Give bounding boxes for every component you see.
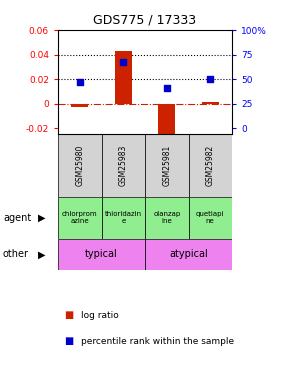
Bar <box>115 51 132 104</box>
Text: thioridazin
e: thioridazin e <box>105 211 142 224</box>
Point <box>121 59 126 65</box>
Text: other: other <box>3 249 29 259</box>
Text: ▶: ▶ <box>38 249 46 259</box>
Text: GSM25983: GSM25983 <box>119 145 128 186</box>
Text: ■: ■ <box>64 336 73 346</box>
Bar <box>202 102 219 104</box>
Text: quetiapi
ne: quetiapi ne <box>196 211 224 224</box>
Text: GSM25981: GSM25981 <box>162 145 171 186</box>
Bar <box>158 104 175 134</box>
Text: GSM25982: GSM25982 <box>206 145 215 186</box>
Text: typical: typical <box>85 249 118 259</box>
Bar <box>58 239 145 270</box>
Bar <box>145 197 188 239</box>
Point <box>208 76 213 82</box>
Text: olanzap
ine: olanzap ine <box>153 211 180 224</box>
Text: ▶: ▶ <box>38 213 46 223</box>
Bar <box>71 104 88 107</box>
Bar <box>58 134 102 197</box>
Point <box>77 78 82 84</box>
Text: ■: ■ <box>64 310 73 320</box>
Bar <box>188 197 232 239</box>
Bar <box>58 197 102 239</box>
Bar <box>102 134 145 197</box>
Point <box>164 85 169 91</box>
Bar <box>188 134 232 197</box>
Text: GDS775 / 17333: GDS775 / 17333 <box>93 13 197 26</box>
Text: chlorprom
azine: chlorprom azine <box>62 211 97 224</box>
Bar <box>145 134 188 197</box>
Text: percentile rank within the sample: percentile rank within the sample <box>81 337 234 346</box>
Bar <box>145 239 232 270</box>
Text: GSM25980: GSM25980 <box>75 145 84 186</box>
Text: agent: agent <box>3 213 31 223</box>
Bar <box>102 197 145 239</box>
Text: atypical: atypical <box>169 249 208 259</box>
Text: log ratio: log ratio <box>81 310 119 320</box>
